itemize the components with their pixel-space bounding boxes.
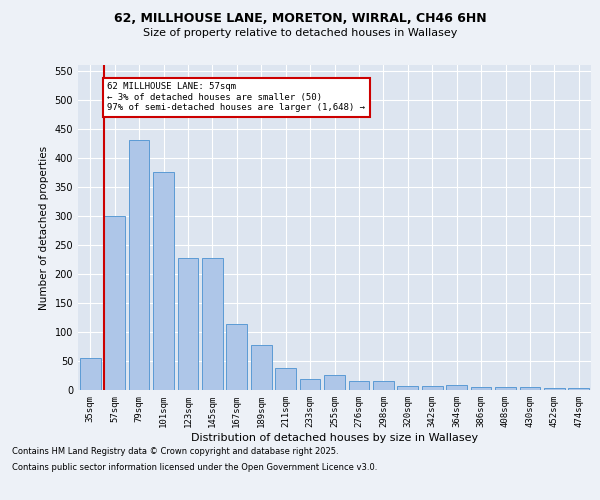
Bar xyxy=(128,140,149,390)
Bar xyxy=(422,386,443,390)
Text: Contains HM Land Registry data © Crown copyright and database right 2025.: Contains HM Land Registry data © Crown c… xyxy=(12,448,338,456)
Text: 62 MILLHOUSE LANE: 57sqm
← 3% of detached houses are smaller (50)
97% of semi-de: 62 MILLHOUSE LANE: 57sqm ← 3% of detache… xyxy=(107,82,365,112)
Bar xyxy=(275,368,296,390)
Bar xyxy=(568,388,589,390)
Bar xyxy=(544,388,565,390)
Bar xyxy=(373,382,394,390)
Bar xyxy=(397,386,418,390)
Bar xyxy=(251,344,272,390)
Bar xyxy=(446,386,467,390)
Bar xyxy=(104,216,125,390)
Bar xyxy=(178,258,199,390)
Bar xyxy=(299,379,320,390)
Bar xyxy=(202,258,223,390)
Text: Size of property relative to detached houses in Wallasey: Size of property relative to detached ho… xyxy=(143,28,457,38)
Bar xyxy=(470,387,491,390)
Bar xyxy=(80,358,101,390)
Bar xyxy=(153,172,174,390)
Bar xyxy=(495,387,516,390)
Bar xyxy=(349,382,370,390)
Y-axis label: Number of detached properties: Number of detached properties xyxy=(39,146,49,310)
Bar xyxy=(226,324,247,390)
Text: 62, MILLHOUSE LANE, MORETON, WIRRAL, CH46 6HN: 62, MILLHOUSE LANE, MORETON, WIRRAL, CH4… xyxy=(113,12,487,26)
Bar xyxy=(520,387,541,390)
Text: Contains public sector information licensed under the Open Government Licence v3: Contains public sector information licen… xyxy=(12,462,377,471)
Bar xyxy=(324,376,345,390)
X-axis label: Distribution of detached houses by size in Wallasey: Distribution of detached houses by size … xyxy=(191,432,478,442)
